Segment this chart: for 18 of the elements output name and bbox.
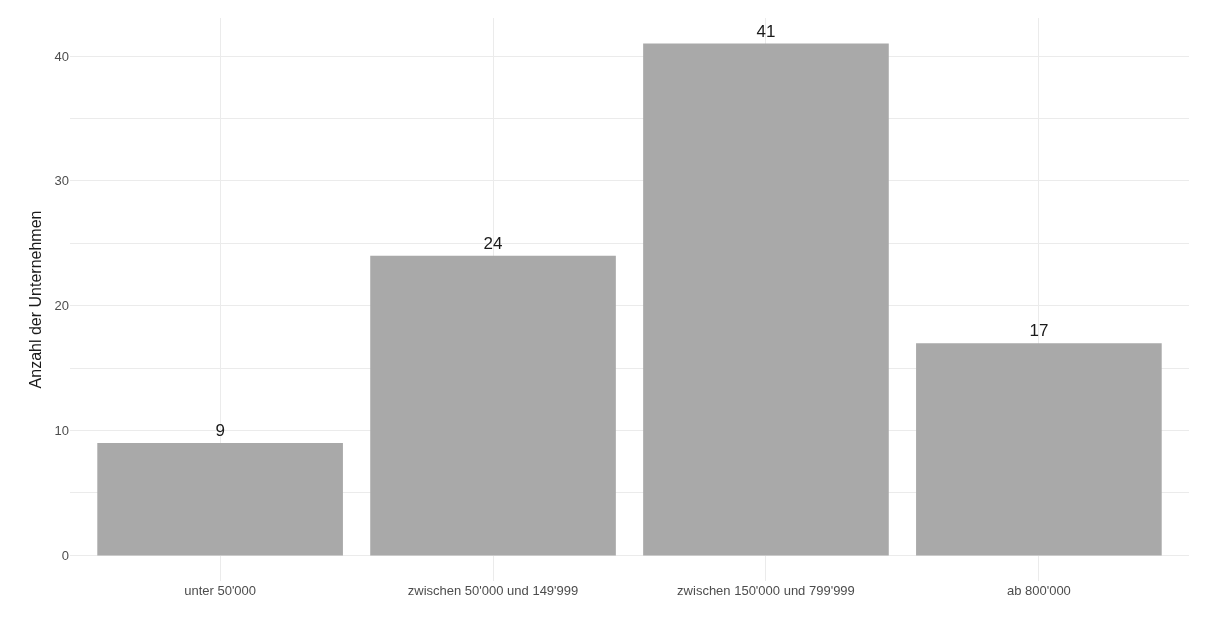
data-label: 41 bbox=[756, 21, 776, 41]
bar bbox=[97, 443, 343, 556]
data-label: 9 bbox=[215, 421, 225, 441]
x-tick-label: ab 800'000 bbox=[1006, 583, 1071, 598]
x-tick-label: unter 50'000 bbox=[184, 583, 257, 598]
y-tick-label: 10 bbox=[54, 423, 69, 439]
y-tick-label: 30 bbox=[54, 173, 69, 189]
x-tick-label: zwischen 50'000 und 149'999 bbox=[407, 583, 579, 598]
y-tick-label: 40 bbox=[54, 48, 69, 64]
bar bbox=[916, 343, 1162, 556]
y-tick-label: 0 bbox=[61, 547, 69, 563]
data-label: 24 bbox=[483, 233, 503, 253]
y-axis-title: Anzahl der Unternehmen bbox=[27, 210, 45, 389]
bar bbox=[643, 43, 889, 556]
data-label: 17 bbox=[1029, 321, 1049, 341]
x-tick-label: zwischen 150'000 und 799'999 bbox=[677, 583, 855, 598]
y-tick-label: 20 bbox=[54, 298, 69, 314]
bar bbox=[370, 255, 616, 556]
